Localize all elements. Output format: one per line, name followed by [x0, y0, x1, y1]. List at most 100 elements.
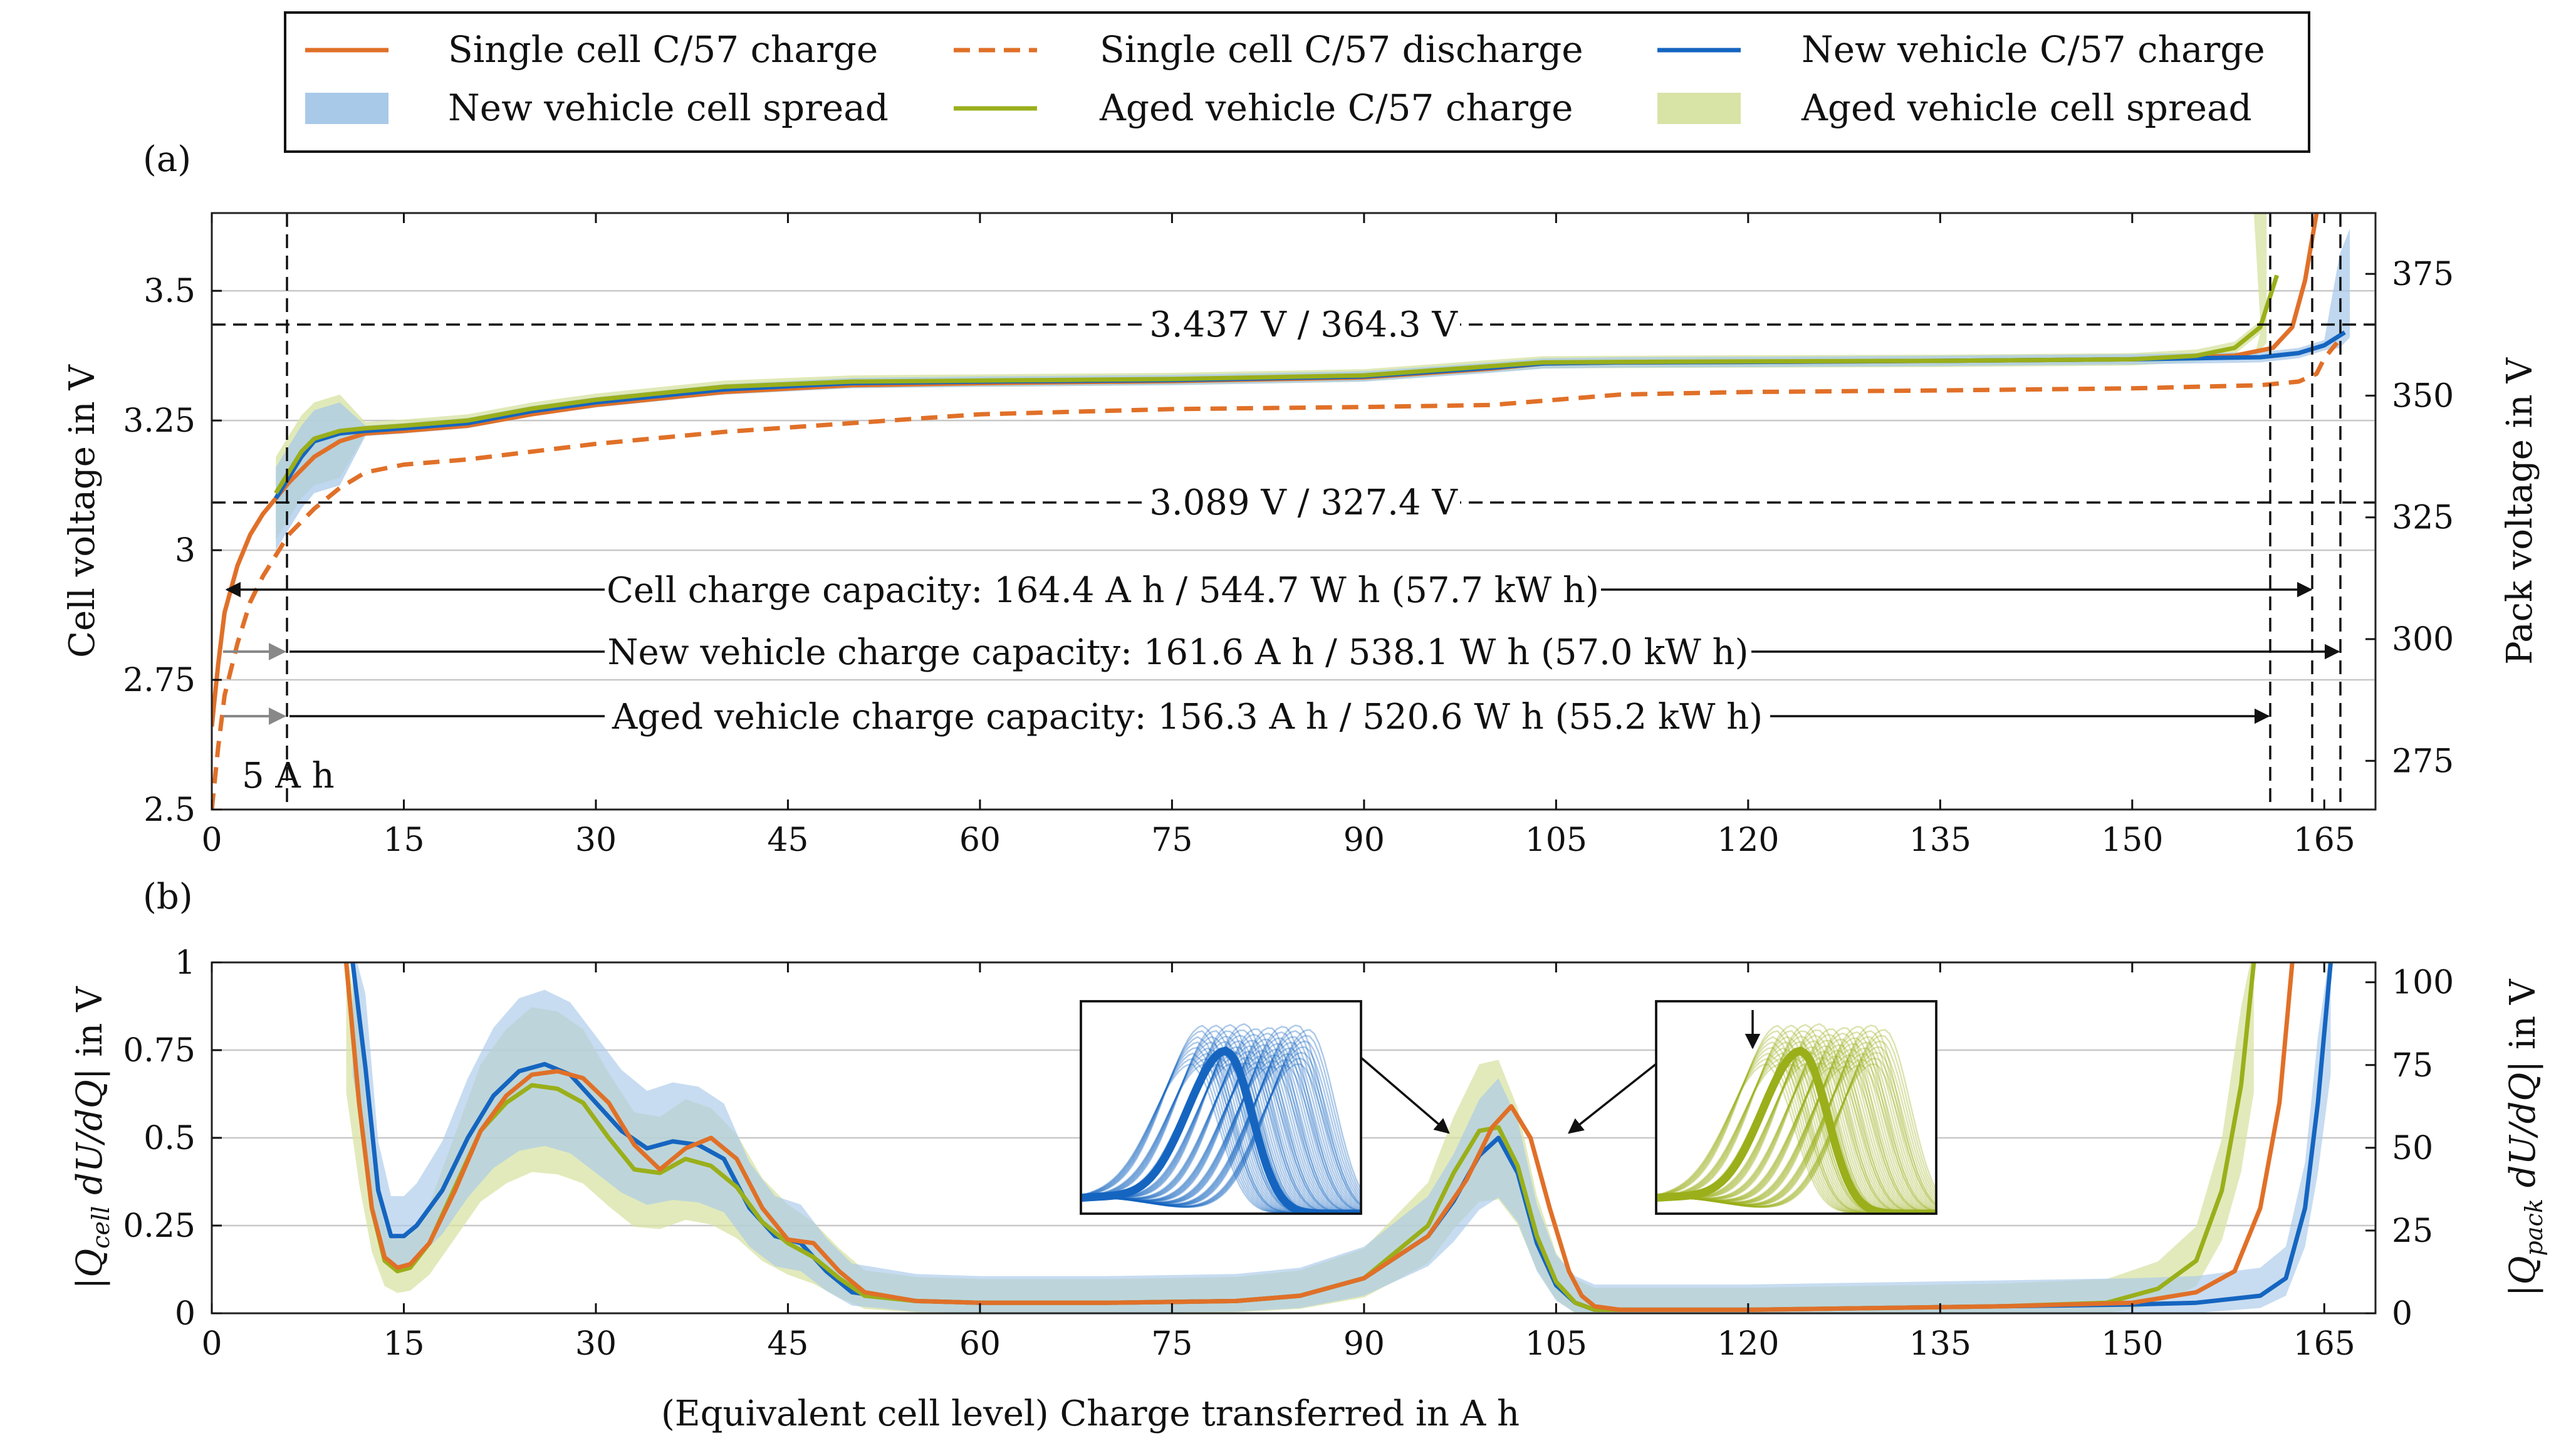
panel-a-ticks: 0 15 30 45 60 75 90 105 120 135 150 165 2.5 2.75 3 3.25… — [123, 213, 2454, 859]
inset-new-cell-curve — [1081, 1029, 1361, 1208]
inset-aged-cell-curve — [1656, 1058, 1936, 1214]
inset-new-cell-curve — [1081, 1040, 1361, 1208]
panel-b-ytick-label: 0.5 — [143, 1120, 196, 1157]
inset-new-cell-curve — [1081, 1061, 1361, 1214]
panel-a-xtick-label: 45 — [767, 821, 808, 859]
inset-new-cell-curve — [1081, 1058, 1361, 1214]
panel-a-xtick-label: 120 — [1717, 821, 1779, 859]
inset-aged-cell-curve — [1656, 1066, 1936, 1214]
panel-b-ylabel: |Qcell dU/dQ| in V — [70, 986, 115, 1289]
panel-b-ytick-label: 0 — [175, 1295, 196, 1333]
inset-new-cell-curve — [1081, 1039, 1361, 1214]
new-capacity-label: New vehicle charge capacity: 161.6 A h /… — [607, 632, 1748, 673]
series-a-3 — [274, 274, 2280, 494]
inset-new-cell-curve — [1081, 1057, 1361, 1207]
panel-b-xtick-label: 45 — [767, 1325, 808, 1363]
inset-aged-cell-curve — [1656, 1051, 1936, 1207]
panel-b-ytick-label: 1 — [175, 944, 196, 982]
panel-b-ticks: 0 15 30 45 60 75 90 105 120 135 150 16500.250.50.75… — [123, 944, 2454, 1363]
panel-b-ylabel-bar: | — [70, 1278, 110, 1289]
panel-b-ytick-label: 0.25 — [123, 1207, 196, 1245]
inset-new-cell-curve — [1081, 1049, 1361, 1214]
panel-b-xtick-label: 30 — [575, 1325, 617, 1363]
inset-new-cell-curve — [1081, 1063, 1361, 1214]
panel-b-y2tick-label: 50 — [2392, 1130, 2433, 1167]
hline-3437-label: 3.437 V / 364.3 V — [1149, 305, 1458, 345]
inset-new-cell-curve — [1081, 1032, 1361, 1214]
inset-aged-cell-curve — [1656, 1043, 1936, 1214]
inset-new-cell-curve — [1081, 1056, 1361, 1214]
panel-a-xtick-label: 0 — [201, 821, 222, 859]
panel-b-y2tick-label: 0 — [2392, 1295, 2412, 1333]
inset-aged-cell-curve — [1656, 1028, 1936, 1214]
offset-label: 5 A h — [242, 756, 335, 796]
inset-new-cell-curve — [1081, 1050, 1361, 1214]
panel-a-y2tick-label: 325 — [2392, 499, 2454, 537]
inset-new-cell-curve — [1081, 1063, 1361, 1207]
panel-b-xtick-label: 15 — [383, 1325, 424, 1363]
inset-aged-cell-curve — [1656, 1033, 1936, 1214]
inset-new-cell-curve — [1081, 1065, 1361, 1214]
panel-b-y2label: |Qpack dU/dQ| in V — [2503, 978, 2548, 1296]
new-spread-band-b — [352, 962, 2331, 1313]
inset-aged-cell-curve — [1656, 1032, 1936, 1214]
panel-b-y2tick-label: 25 — [2392, 1212, 2433, 1250]
inset-aged-cell-curve — [1656, 1062, 1936, 1214]
legend-label-new-charge: New vehicle C/57 charge — [1802, 28, 2265, 71]
panel-a-ytick-label: 3.25 — [123, 402, 196, 440]
inset-aged-cell-curve — [1656, 1024, 1936, 1207]
inset-aged-cell-curve — [1656, 1044, 1936, 1214]
inset-aged-cell-curve — [1656, 1037, 1936, 1214]
inset-new-cell-curve — [1081, 1053, 1361, 1212]
inset-new-cell-curve — [1081, 1030, 1361, 1207]
legend-label-single-charge: Single cell C/57 charge — [448, 28, 878, 71]
inset-new-cell-curve — [1081, 1046, 1361, 1214]
panel-a-ylabel: Cell voltage in V — [62, 364, 103, 658]
inset-aged-cell-curve — [1656, 1030, 1936, 1207]
inset-new-cell-curve — [1081, 1036, 1361, 1214]
panel-a-xtick-label: 150 — [2101, 821, 2163, 859]
panel-a-y2tick-label: 300 — [2392, 621, 2454, 659]
series-a-1 — [212, 341, 2339, 810]
panel-a-ytick-label: 2.75 — [123, 662, 196, 699]
svg-text:|Qpack dU/dQ| in V: |Qpack dU/dQ| in V — [2503, 978, 2548, 1296]
inset-aged-cell-curve — [1656, 1065, 1936, 1214]
inset-aged-cell-curve — [1656, 1055, 1936, 1214]
panel-a-series — [212, 213, 2346, 810]
inset-aged-cell-curve — [1656, 1057, 1936, 1207]
inset-new-cell-curve — [1081, 1028, 1361, 1214]
panel-b-xtick-label: 150 — [2101, 1325, 2163, 1363]
inset-new-cell-curve — [1081, 1064, 1361, 1213]
panel-a: 3.437 V / 364.3 V 3.089 V / 327.4 V Cell… — [62, 212, 2540, 859]
panel-b-ylabel-q: Q — [70, 1249, 110, 1278]
panel-a-ytick-label: 3.5 — [143, 273, 196, 310]
panel-a-axes-box — [211, 212, 2377, 811]
inset-aged-cell-curve — [1656, 1046, 1936, 1214]
svg-text:|Qcell dU/dQ| in V: |Qcell dU/dQ| in V — [70, 986, 115, 1289]
inset-new-cell-curve — [1081, 1051, 1361, 1207]
inset-aged-cell-curve — [1656, 1055, 1936, 1214]
inset-aged-cell-curve — [1656, 1052, 1936, 1214]
inset-aged-cell-curve — [1656, 1061, 1936, 1214]
inset-new-cell-curve — [1081, 1063, 1361, 1214]
inset-new-cell-curve — [1081, 1047, 1361, 1211]
panel-a-xtick-label: 60 — [959, 821, 1001, 859]
inset-aged-cell-curve — [1656, 1045, 1936, 1214]
legend-label-new-spread: New vehicle cell spread — [448, 86, 889, 129]
panel-a-xtick-label: 135 — [1909, 821, 1971, 859]
inset-aged-cell-curve — [1656, 1053, 1936, 1212]
inset-new-cell-curve — [1081, 1037, 1361, 1214]
panel-b-xtick-label: 75 — [1151, 1325, 1192, 1363]
panel-a-xtick-label: 90 — [1343, 821, 1385, 859]
inset-aged-cell-curve — [1656, 1027, 1936, 1214]
inset-aged-cell-curve — [1656, 1039, 1936, 1214]
inset-aged-cell-curve — [1656, 1063, 1936, 1207]
panel-b-y2tick-label: 75 — [2392, 1047, 2433, 1085]
panel-label-b: (b) — [143, 877, 193, 917]
inset-new-cell-curve — [1081, 1045, 1361, 1214]
panel-a-xtick-label: 75 — [1151, 821, 1192, 859]
inset-new-cell-curve — [1081, 1041, 1361, 1210]
inset-aged-cell-curve — [1656, 1063, 1936, 1214]
inset-aged-cell-curve — [1656, 1047, 1936, 1211]
